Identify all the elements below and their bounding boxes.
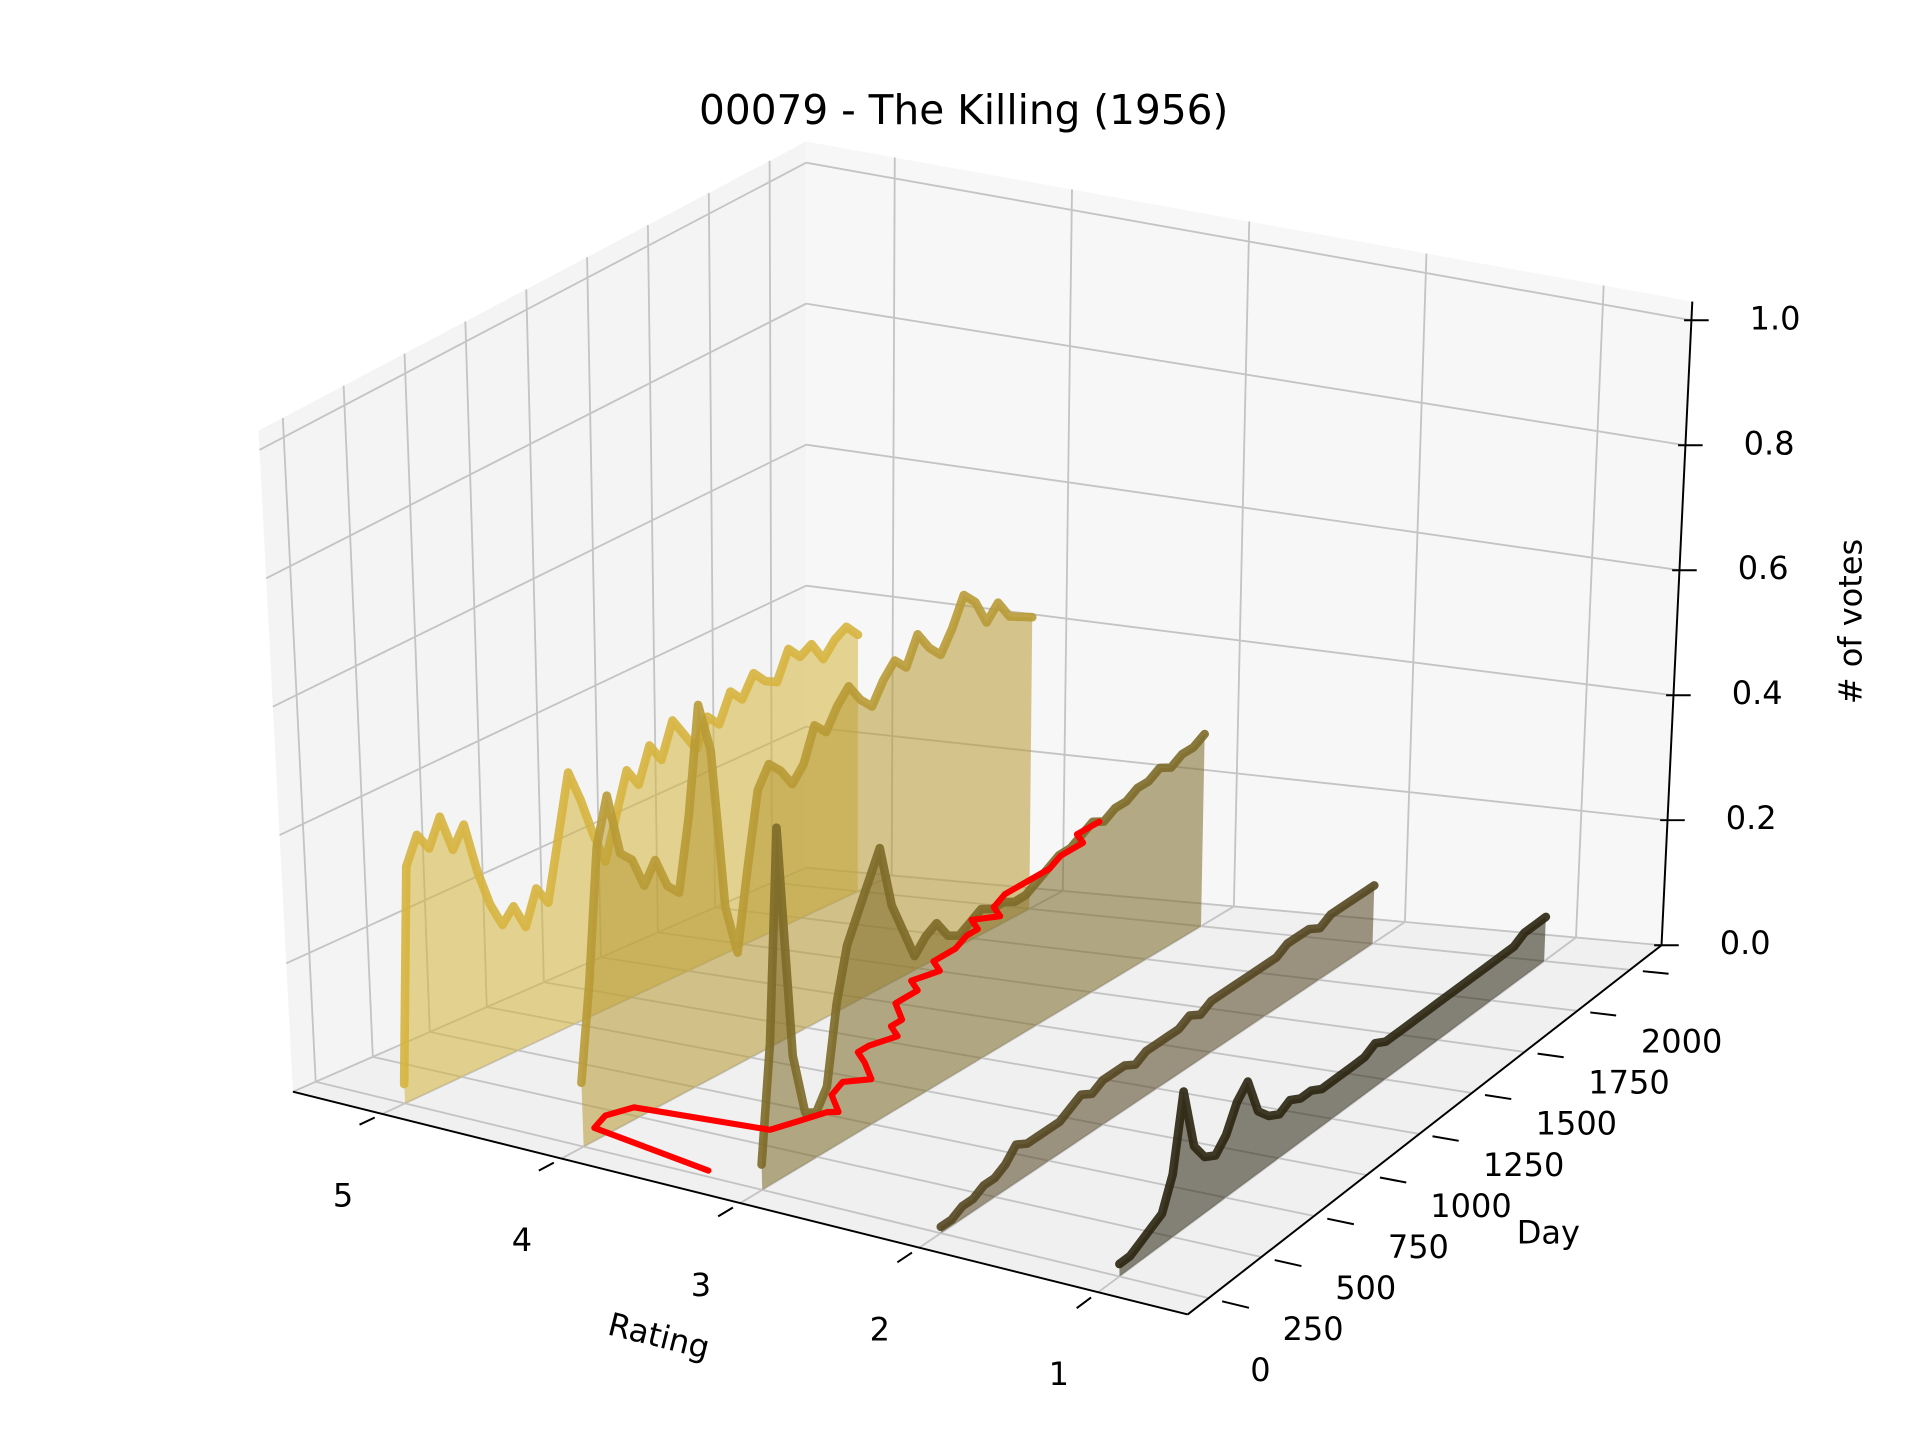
axes-layer: [292, 301, 1709, 1316]
x-tick-label: 2: [870, 1310, 890, 1348]
area: [581, 595, 1033, 1147]
x-tick-label: 1: [1049, 1355, 1069, 1393]
tick-mark: [896, 1251, 913, 1264]
series-line: [757, 729, 1209, 1169]
tick-mark: [1327, 1217, 1355, 1226]
tick-mark: [1642, 970, 1669, 975]
grid-line: [272, 443, 807, 708]
tick-mark: [717, 1206, 734, 1218]
z-axis-line: [1660, 301, 1694, 946]
grid-line: [281, 417, 317, 1082]
grid-line: [806, 302, 1686, 447]
grid-line: [265, 302, 807, 580]
y-tick-label: 750: [1388, 1228, 1449, 1266]
x-axis-line: [292, 1090, 1188, 1316]
grid-line: [259, 161, 807, 451]
x-tick-label: 4: [512, 1221, 532, 1259]
y-tick-label: 1250: [1483, 1146, 1564, 1184]
series-line: [1115, 912, 1551, 1269]
z-axis-label: # of votes: [1831, 539, 1869, 704]
series-layer: [399, 590, 1551, 1277]
grid-line: [1061, 189, 1073, 891]
series-line: [936, 881, 1379, 1232]
grid-line: [1232, 221, 1251, 907]
tick-mark: [1484, 1094, 1512, 1101]
grid-line: [315, 1080, 1209, 1299]
z-tick-label: 0.8: [1744, 424, 1795, 462]
y-tick-label: 1500: [1536, 1105, 1617, 1143]
grid-line: [805, 161, 1692, 322]
y-axis-label: Day: [1517, 1213, 1580, 1251]
series-line: [591, 818, 1103, 1174]
tick-mark: [1590, 1011, 1617, 1017]
grid-line: [1575, 285, 1605, 938]
tick-mark: [1221, 1300, 1250, 1309]
tick-mark: [1076, 1296, 1092, 1309]
grid-line: [279, 584, 807, 836]
y-tick-label: 250: [1283, 1310, 1344, 1348]
x-tick-label: 5: [333, 1177, 353, 1215]
area: [940, 885, 1375, 1234]
tick-mark: [1537, 1052, 1564, 1059]
grid-line: [525, 289, 545, 983]
series-line: [577, 590, 1037, 1088]
y-tick-label: 1000: [1430, 1187, 1511, 1225]
series-line: [399, 622, 863, 1089]
tick-mark: [1432, 1135, 1459, 1142]
grid-line: [806, 443, 1680, 572]
tick-mark: [359, 1116, 376, 1126]
tick-mark: [1274, 1259, 1302, 1268]
grid-line: [1404, 253, 1428, 922]
y-axis-line: [1187, 944, 1663, 1316]
chart-title: 00079 - The Killing (1956): [699, 86, 1228, 134]
grid-line: [806, 584, 1674, 697]
z-tick-label: 1.0: [1750, 299, 1801, 337]
z-tick-label: 0.4: [1732, 674, 1783, 712]
z-tick-label: 0.0: [1720, 924, 1771, 962]
y-tick-label: 2000: [1641, 1023, 1722, 1061]
z-tick-label: 0.6: [1738, 549, 1789, 587]
y-tick-label: 1750: [1588, 1064, 1669, 1102]
tick-mark: [1379, 1176, 1407, 1184]
y-tick-label: 500: [1335, 1269, 1396, 1307]
y-tick-label: 0: [1250, 1351, 1270, 1389]
x-axis-label: Rating: [604, 1305, 713, 1367]
z-tick-label: 0.2: [1726, 799, 1777, 837]
x-tick-label: 3: [691, 1266, 711, 1304]
tick-mark: [538, 1161, 555, 1172]
grid-line: [342, 385, 374, 1057]
